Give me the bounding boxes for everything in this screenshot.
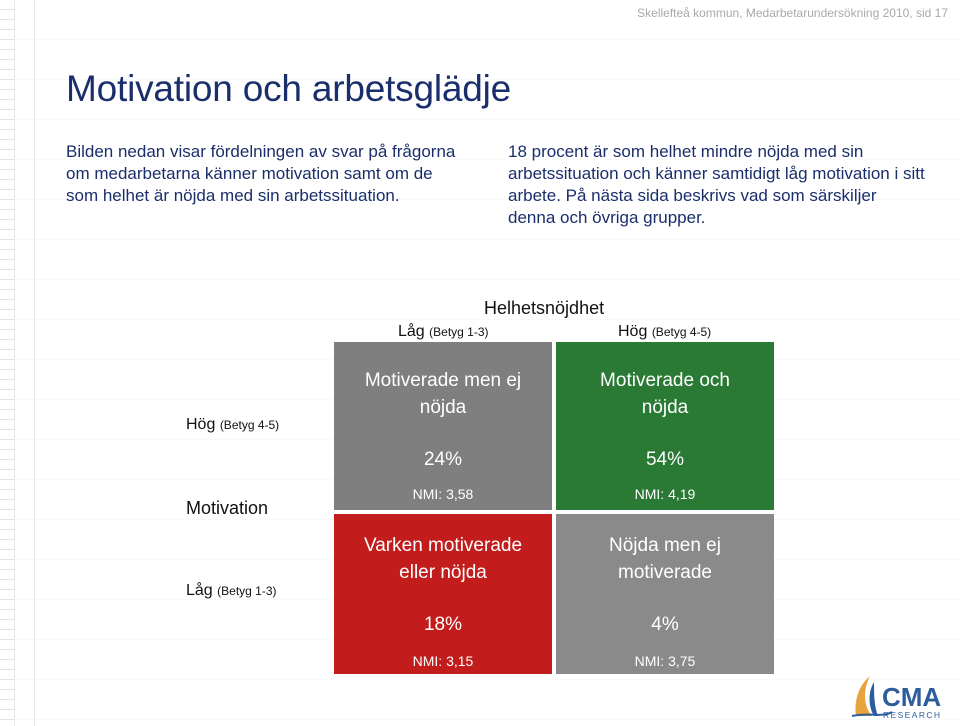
x-axis-title: Helhetsnöjdhet: [484, 298, 605, 318]
cell-nmi: NMI: 3,75: [634, 653, 696, 669]
cell-percent: 24%: [423, 449, 463, 470]
intro-text-right: 18 procent är som helhet mindre nöjda me…: [508, 142, 925, 227]
cell-satisfied-not-motivated: Nöjda men ej motiverade 4% NMI: 3,75: [556, 514, 774, 674]
x-low-main: Låg: [398, 323, 425, 340]
cell-neither-motivated-nor-satisfied: Varken motiverade eller nöjda 18% NMI: 3…: [334, 514, 552, 674]
cell-nmi: NMI: 4,19: [634, 486, 696, 502]
cell-label-line2: nöjda: [419, 397, 467, 418]
y-axis-high-label: Hög (Betyg 4-5): [186, 416, 279, 434]
logo-tagline: RESEARCH: [883, 710, 941, 720]
cell-percent: 54%: [645, 449, 685, 470]
x-axis-high-label: Hög (Betyg 4-5): [618, 323, 711, 341]
cell-label: Nöjda men ej motiverade: [556, 532, 774, 586]
cell-percent: 4%: [651, 614, 679, 635]
cell-label-line2: nöjda: [641, 397, 689, 418]
cell-label-line2: eller nöjda: [399, 562, 487, 583]
y-low-main: Låg: [186, 582, 213, 599]
cell-label: Motiverade och nöjda: [556, 367, 774, 421]
page-title: Motivation och arbetsglädje: [66, 68, 512, 109]
y-high-sub: (Betyg 4-5): [219, 418, 280, 432]
cell-percent: 18%: [423, 614, 463, 635]
y-high-main: Hög: [186, 416, 216, 433]
x-low-sub: (Betyg 1-3): [429, 325, 489, 339]
x-high-sub: (Betyg 4-5): [651, 325, 712, 339]
cell-motivated-not-satisfied: Motiverade men ej nöjda 24% NMI: 3,58: [334, 342, 552, 510]
y-low-sub: (Betyg 1-3): [217, 584, 277, 598]
cma-research-logo: CMA RESEARCH: [851, 676, 941, 720]
side-ruler: [0, 0, 15, 726]
logo-name: CMA: [882, 682, 941, 712]
page-header-meta: Skellefteå kommun, Medarbetarundersöknin…: [637, 6, 948, 20]
ruler-guide: [34, 0, 35, 726]
cell-label: Motiverade men ej nöjda: [334, 367, 552, 421]
cell-nmi: NMI: 3,15: [412, 653, 474, 669]
sail-logo-icon: [851, 676, 893, 717]
intro-text-left: Bilden nedan visar fördelningen av svar …: [66, 142, 456, 205]
cell-nmi: NMI: 3,58: [412, 486, 474, 502]
y-axis-title: Motivation: [186, 498, 269, 518]
cell-label-line1: Motiverade men ej: [364, 370, 522, 391]
cell-label-line1: Varken motiverade: [363, 535, 523, 556]
y-axis-low-label: Låg (Betyg 1-3): [186, 582, 277, 600]
cell-label-line1: Motiverade och: [600, 370, 730, 391]
cell-label: Varken motiverade eller nöjda: [334, 532, 552, 586]
x-high-main: Hög: [618, 323, 648, 340]
x-axis-low-label: Låg (Betyg 1-3): [398, 323, 489, 341]
cell-motivated-and-satisfied: Motiverade och nöjda 54% NMI: 4,19: [556, 342, 774, 510]
cell-label-line1: Nöjda men ej: [609, 535, 721, 556]
cell-label-line2: motiverade: [618, 562, 712, 583]
